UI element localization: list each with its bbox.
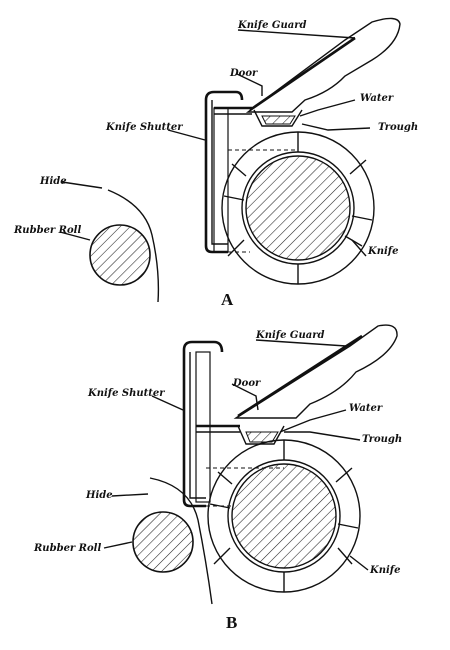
label-rubber-roll-b: Rubber Roll	[33, 543, 101, 554]
hide-b	[149, 477, 213, 605]
label-knife-a: Knife	[367, 246, 398, 257]
label-water-b: Water	[349, 403, 383, 414]
door-a	[214, 106, 252, 115]
panel-b: Knife Guard Door Knife Shutter Water Tro…	[33, 324, 402, 632]
knife-guard-b	[233, 324, 398, 419]
knife-guard-a	[245, 17, 401, 113]
label-knife-b: Knife	[369, 565, 400, 576]
knife-cylinder-a	[221, 131, 375, 285]
label-water-a: Water	[360, 93, 394, 104]
label-knife-shutter-b: Knife Shutter	[87, 388, 165, 399]
knife-cylinder-b	[206, 439, 361, 593]
leaders-b	[103, 339, 369, 571]
label-door-a: Door	[229, 68, 258, 79]
hide-a	[107, 189, 160, 303]
leaders-a	[59, 29, 371, 247]
rubber-roll-b	[132, 511, 194, 573]
label-knife-guard-b: Knife Guard	[255, 330, 324, 341]
panel-a: Knife Guard Door Water Knife Shutter Tro…	[13, 17, 418, 309]
knife-shutter-a	[204, 90, 244, 254]
label-door-b: Door	[232, 378, 261, 389]
label-trough-b: Trough	[362, 434, 402, 445]
door-b	[196, 424, 240, 433]
label-trough-a: Trough	[378, 122, 418, 133]
label-hide-a: Hide	[39, 176, 67, 187]
label-hide-b: Hide	[85, 490, 113, 501]
panel-letter-b: B	[226, 613, 237, 632]
rubber-roll-a	[89, 224, 151, 286]
panel-letter-a: A	[221, 290, 234, 309]
trough-b	[237, 425, 285, 445]
trough-a	[253, 109, 303, 127]
label-knife-guard-a: Knife Guard	[237, 20, 306, 31]
label-knife-shutter-a: Knife Shutter	[105, 122, 183, 133]
label-rubber-roll-a: Rubber Roll	[13, 225, 81, 236]
knife-shutter-b	[182, 340, 224, 508]
